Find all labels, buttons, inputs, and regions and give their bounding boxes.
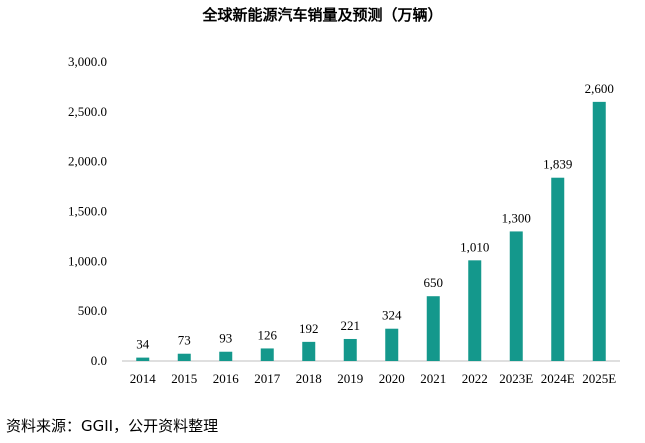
y-tick-label: 2,000.0 <box>68 154 107 169</box>
data-label: 73 <box>178 333 191 348</box>
source-note: 资料来源：GGII，公开资料整理 <box>6 417 219 435</box>
data-label: 650 <box>424 275 444 290</box>
x-tick-label: 2025E <box>582 371 616 386</box>
y-tick-label: 500.0 <box>78 303 107 318</box>
x-tick-label: 2024E <box>541 371 575 386</box>
bars <box>136 101 606 361</box>
bar <box>302 341 316 361</box>
x-tick-label: 2019 <box>337 371 363 386</box>
data-label: 192 <box>299 321 319 336</box>
bar <box>385 328 399 361</box>
x-tick-label: 2016 <box>213 371 240 386</box>
y-tick-label: 1,500.0 <box>68 204 107 219</box>
data-label: 93 <box>219 331 232 346</box>
data-label: 221 <box>341 318 361 333</box>
x-tick-label: 2014 <box>130 371 157 386</box>
y-tick-label: 3,000.0 <box>68 54 107 69</box>
x-tick-label: 2015 <box>171 371 197 386</box>
data-label: 1,300 <box>502 210 531 225</box>
bar <box>592 101 606 361</box>
x-tick-label: 2021 <box>420 371 446 386</box>
x-axis-ticks: 2014 2015 2016 2017 2018 2019 2020 2021 2022 2023… <box>130 371 617 386</box>
chart-title: 全球新能源汽车销量及预测（万辆） <box>202 6 443 24</box>
bar <box>509 231 523 361</box>
x-tick-label: 2022 <box>462 371 488 386</box>
bar <box>177 353 191 361</box>
bar <box>426 296 440 361</box>
x-tick-label: 2020 <box>379 371 405 386</box>
x-tick-label: 2018 <box>296 371 322 386</box>
y-tick-label: 0.0 <box>91 353 107 368</box>
data-label: 1,010 <box>460 239 489 254</box>
bar <box>260 348 274 361</box>
data-label: 1,839 <box>543 157 572 172</box>
data-label: 324 <box>382 308 402 323</box>
data-labels: 34 73 93 126 192 221 324 650 1,010 1,300 1,839 2,60… <box>136 81 614 352</box>
y-tick-label: 1,000.0 <box>68 253 107 268</box>
x-tick-label: 2017 <box>254 371 281 386</box>
bar <box>219 351 233 361</box>
data-label: 34 <box>136 337 150 352</box>
bar <box>136 357 150 361</box>
x-tick-label: 2023E <box>499 371 533 386</box>
y-tick-label: 2,500.0 <box>68 104 107 119</box>
bar <box>551 177 565 361</box>
data-label: 2,600 <box>585 81 614 96</box>
bar <box>468 260 482 361</box>
y-axis-ticks: 0.0 500.0 1,000.0 1,500.0 2,000.0 2,500.0 3,00… <box>68 54 107 368</box>
bar <box>343 338 357 361</box>
data-label: 126 <box>258 327 278 342</box>
